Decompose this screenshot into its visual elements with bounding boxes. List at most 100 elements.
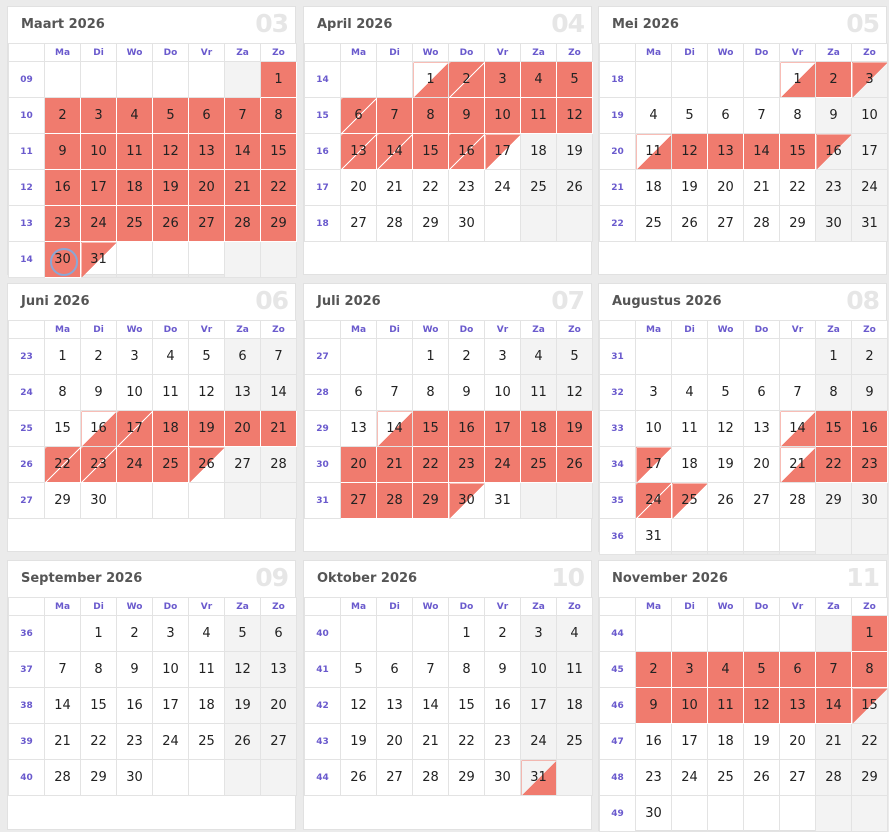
day-cell[interactable]: 8 bbox=[412, 97, 449, 134]
day-cell[interactable]: 25 bbox=[707, 759, 744, 796]
day-cell[interactable]: 23 bbox=[80, 446, 117, 483]
day-cell[interactable]: 13 bbox=[260, 651, 297, 688]
day-cell[interactable]: 19 bbox=[556, 410, 593, 447]
day-cell[interactable]: 18 bbox=[556, 687, 593, 724]
day-cell[interactable]: 14 bbox=[376, 133, 413, 170]
day-cell[interactable]: 6 bbox=[188, 97, 225, 134]
day-cell[interactable]: 4 bbox=[520, 61, 557, 98]
day-cell[interactable]: 30 bbox=[815, 205, 852, 242]
day-cell[interactable]: 3 bbox=[635, 374, 672, 411]
day-cell[interactable]: 6 bbox=[376, 651, 413, 688]
day-cell[interactable]: 14 bbox=[224, 133, 261, 170]
day-cell[interactable]: 12 bbox=[707, 410, 744, 447]
day-cell[interactable]: 27 bbox=[260, 723, 297, 760]
day-cell[interactable]: 4 bbox=[116, 97, 153, 134]
day-cell[interactable]: 12 bbox=[671, 133, 708, 170]
day-cell[interactable]: 26 bbox=[188, 446, 225, 483]
day-cell[interactable]: 19 bbox=[340, 723, 377, 760]
day-cell[interactable]: 11 bbox=[635, 133, 672, 170]
day-cell[interactable]: 29 bbox=[412, 205, 449, 242]
day-cell[interactable]: 2 bbox=[448, 61, 485, 98]
day-cell[interactable]: 20 bbox=[743, 446, 780, 483]
day-cell[interactable]: 15 bbox=[412, 410, 449, 447]
day-cell[interactable]: 20 bbox=[340, 169, 377, 206]
day-cell[interactable]: 10 bbox=[152, 651, 189, 688]
day-cell[interactable]: 3 bbox=[116, 338, 153, 375]
day-cell[interactable]: 29 bbox=[80, 759, 117, 796]
day-cell[interactable]: 7 bbox=[260, 338, 297, 375]
day-cell[interactable]: 24 bbox=[80, 205, 117, 242]
day-cell[interactable]: 4 bbox=[707, 651, 744, 688]
day-cell[interactable]: 17 bbox=[851, 133, 888, 170]
day-cell[interactable]: 9 bbox=[815, 97, 852, 134]
day-cell[interactable]: 25 bbox=[520, 169, 557, 206]
day-cell[interactable]: 30 bbox=[484, 759, 521, 796]
day-cell[interactable]: 27 bbox=[779, 759, 816, 796]
day-cell[interactable]: 18 bbox=[671, 446, 708, 483]
day-cell[interactable]: 27 bbox=[743, 482, 780, 519]
day-cell[interactable]: 9 bbox=[80, 374, 117, 411]
day-cell[interactable]: 15 bbox=[779, 133, 816, 170]
day-cell[interactable]: 30 bbox=[448, 205, 485, 242]
day-cell[interactable]: 28 bbox=[224, 205, 261, 242]
day-cell[interactable]: 25 bbox=[556, 723, 593, 760]
day-cell[interactable]: 7 bbox=[224, 97, 261, 134]
day-cell[interactable]: 5 bbox=[707, 374, 744, 411]
day-cell[interactable]: 20 bbox=[260, 687, 297, 724]
day-cell[interactable]: 3 bbox=[671, 651, 708, 688]
day-cell[interactable]: 6 bbox=[260, 615, 297, 652]
day-cell[interactable]: 3 bbox=[80, 97, 117, 134]
day-cell[interactable]: 28 bbox=[44, 759, 81, 796]
day-cell[interactable]: 8 bbox=[779, 97, 816, 134]
day-cell[interactable]: 11 bbox=[188, 651, 225, 688]
day-cell[interactable]: 11 bbox=[520, 374, 557, 411]
day-cell[interactable]: 16 bbox=[448, 133, 485, 170]
day-cell[interactable]: 28 bbox=[779, 482, 816, 519]
day-cell[interactable]: 25 bbox=[671, 482, 708, 519]
day-cell[interactable]: 1 bbox=[448, 615, 485, 652]
day-cell[interactable]: 29 bbox=[260, 205, 297, 242]
day-cell[interactable]: 15 bbox=[80, 687, 117, 724]
day-cell[interactable]: 5 bbox=[556, 338, 593, 375]
day-cell[interactable]: 26 bbox=[556, 169, 593, 206]
day-cell[interactable]: 1 bbox=[851, 615, 888, 652]
day-cell[interactable]: 2 bbox=[851, 338, 888, 375]
day-cell[interactable]: 14 bbox=[376, 410, 413, 447]
day-cell[interactable]: 11 bbox=[556, 651, 593, 688]
day-cell[interactable]: 13 bbox=[340, 133, 377, 170]
day-cell[interactable]: 23 bbox=[44, 205, 81, 242]
day-cell[interactable]: 23 bbox=[851, 446, 888, 483]
day-cell[interactable]: 21 bbox=[743, 169, 780, 206]
day-cell[interactable]: 3 bbox=[851, 61, 888, 98]
day-cell[interactable]: 10 bbox=[484, 374, 521, 411]
day-cell[interactable]: 17 bbox=[484, 410, 521, 447]
day-cell[interactable]: 13 bbox=[707, 133, 744, 170]
day-cell[interactable]: 12 bbox=[340, 687, 377, 724]
day-cell[interactable]: 9 bbox=[484, 651, 521, 688]
day-cell[interactable]: 22 bbox=[80, 723, 117, 760]
day-cell[interactable]: 15 bbox=[815, 410, 852, 447]
day-cell[interactable]: 16 bbox=[448, 410, 485, 447]
day-cell[interactable]: 20 bbox=[707, 169, 744, 206]
day-cell[interactable]: 31 bbox=[851, 205, 888, 242]
day-cell[interactable]: 28 bbox=[743, 205, 780, 242]
day-cell[interactable]: 27 bbox=[340, 482, 377, 519]
day-cell[interactable]: 6 bbox=[779, 651, 816, 688]
day-cell[interactable]: 22 bbox=[815, 446, 852, 483]
day-cell[interactable]: 20 bbox=[340, 446, 377, 483]
day-cell[interactable]: 2 bbox=[484, 615, 521, 652]
day-cell[interactable]: 25 bbox=[188, 723, 225, 760]
day-cell[interactable]: 9 bbox=[635, 687, 672, 724]
day-cell[interactable]: 29 bbox=[779, 205, 816, 242]
day-cell[interactable]: 30 bbox=[851, 482, 888, 519]
day-cell[interactable]: 1 bbox=[815, 338, 852, 375]
day-cell[interactable]: 20 bbox=[779, 723, 816, 760]
day-cell[interactable]: 30 bbox=[80, 482, 117, 519]
day-cell[interactable]: 18 bbox=[520, 410, 557, 447]
day-cell[interactable]: 16 bbox=[815, 133, 852, 170]
day-cell[interactable]: 4 bbox=[520, 338, 557, 375]
day-cell[interactable]: 20 bbox=[224, 410, 261, 447]
day-cell[interactable]: 9 bbox=[448, 97, 485, 134]
day-cell[interactable]: 4 bbox=[152, 338, 189, 375]
day-cell[interactable]: 19 bbox=[743, 723, 780, 760]
